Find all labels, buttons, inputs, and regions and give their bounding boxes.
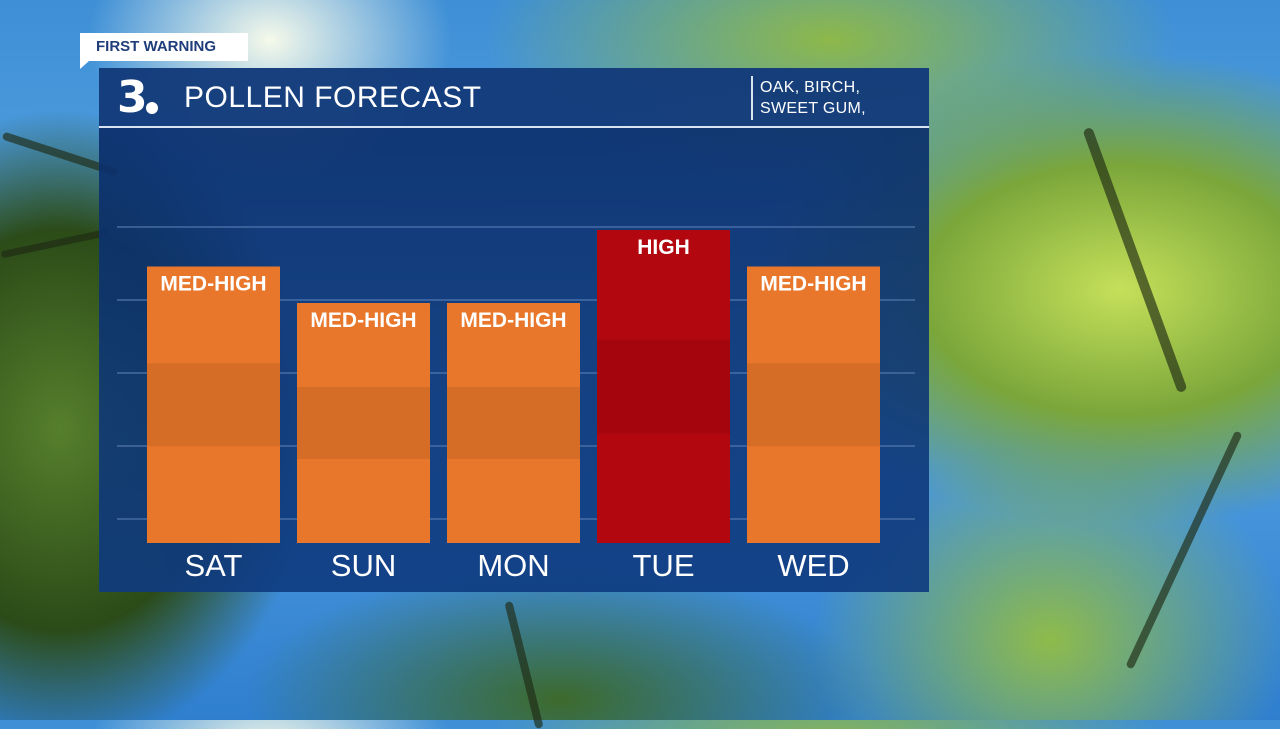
- page-title: POLLEN FORECAST: [184, 81, 482, 114]
- x-tick-label: SUN: [331, 548, 396, 583]
- bar-shading: [297, 387, 430, 459]
- panel-header: 3 POLLEN FORECAST OAK, BIRCH, SWEET GUM,: [99, 68, 929, 126]
- bar-shading: [447, 387, 580, 459]
- bar-data-label: HIGH: [637, 236, 690, 259]
- x-tick-label: SAT: [185, 548, 243, 583]
- x-tick-label: WED: [777, 548, 849, 583]
- pollen-species-list: OAK, BIRCH, SWEET GUM,: [760, 77, 920, 119]
- species-line: OAK, BIRCH,: [760, 79, 861, 96]
- bar-shading: [147, 363, 280, 447]
- tree-branch: [1082, 126, 1188, 394]
- x-tick-label: TUE: [633, 548, 695, 583]
- tree-branch: [504, 600, 544, 729]
- station-logo: 3: [117, 76, 165, 120]
- bar-sun: [297, 303, 430, 543]
- station-logo-number: 3: [117, 72, 148, 123]
- bar-data-label: MED-HIGH: [760, 273, 866, 296]
- bar-data-label: MED-HIGH: [460, 309, 566, 332]
- header-divider: [751, 76, 753, 120]
- bar-wed: [747, 266, 880, 543]
- badge-notch: [80, 61, 89, 69]
- header-underline: [99, 126, 929, 128]
- pollen-forecast-panel: 3 POLLEN FORECAST OAK, BIRCH, SWEET GUM,…: [99, 68, 929, 592]
- bar-shading: [747, 363, 880, 447]
- bar-shading: [597, 339, 730, 434]
- bar-mon: [447, 303, 580, 543]
- first-warning-badge: FIRST WARNING: [80, 33, 248, 61]
- pollen-bar-chart: MED-HIGH SAT MED-HIGH SUN MED-HIGH MON HIGH TUE…: [117, 226, 915, 583]
- tree-branch: [1125, 430, 1243, 670]
- bar-data-label: MED-HIGH: [160, 273, 266, 296]
- bar-sat: [147, 266, 280, 543]
- tree-branch: [0, 228, 110, 259]
- station-logo-eye-icon: [144, 100, 160, 116]
- x-tick-label: MON: [477, 548, 549, 583]
- bar-tue: [597, 230, 730, 543]
- bar-data-label: MED-HIGH: [310, 309, 416, 332]
- species-line: SWEET GUM,: [760, 100, 866, 117]
